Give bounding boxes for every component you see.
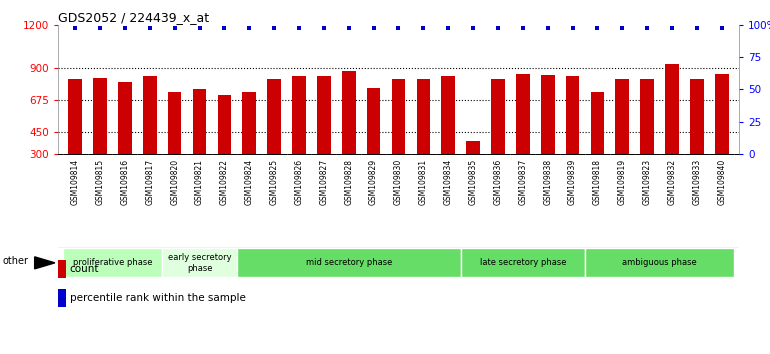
Text: GSM109831: GSM109831 bbox=[419, 159, 428, 205]
Text: GSM109817: GSM109817 bbox=[146, 159, 154, 205]
Bar bbox=[491, 79, 505, 197]
Bar bbox=[218, 95, 231, 197]
Bar bbox=[715, 74, 728, 197]
Text: GSM109822: GSM109822 bbox=[220, 159, 229, 205]
Bar bbox=[267, 79, 281, 197]
Bar bbox=[585, 249, 735, 277]
Text: GSM109826: GSM109826 bbox=[294, 159, 303, 205]
Bar bbox=[367, 88, 380, 197]
Bar bbox=[417, 79, 430, 197]
Bar bbox=[292, 76, 306, 197]
Bar bbox=[93, 78, 107, 197]
Text: GDS2052 / 224439_x_at: GDS2052 / 224439_x_at bbox=[58, 11, 209, 24]
Bar bbox=[392, 79, 405, 197]
Bar bbox=[441, 76, 455, 197]
Text: GSM109840: GSM109840 bbox=[718, 159, 726, 205]
Bar bbox=[118, 82, 132, 197]
Polygon shape bbox=[35, 257, 55, 269]
Text: GSM109830: GSM109830 bbox=[394, 159, 403, 205]
Text: GSM109816: GSM109816 bbox=[120, 159, 129, 205]
Bar bbox=[615, 79, 629, 197]
Bar bbox=[516, 74, 530, 197]
Text: GSM109834: GSM109834 bbox=[444, 159, 453, 205]
Text: proliferative phase: proliferative phase bbox=[72, 258, 152, 267]
Text: GSM109819: GSM109819 bbox=[618, 159, 627, 205]
Text: GSM109838: GSM109838 bbox=[543, 159, 552, 205]
Text: GSM109828: GSM109828 bbox=[344, 159, 353, 205]
Bar bbox=[237, 249, 460, 277]
Text: other: other bbox=[3, 256, 29, 266]
Bar bbox=[58, 261, 66, 278]
Bar bbox=[342, 71, 356, 197]
Text: GSM109827: GSM109827 bbox=[320, 159, 328, 205]
Text: GSM109832: GSM109832 bbox=[668, 159, 677, 205]
Bar bbox=[591, 92, 604, 197]
Bar bbox=[690, 79, 704, 197]
Text: GSM109818: GSM109818 bbox=[593, 159, 602, 205]
Bar bbox=[460, 249, 585, 277]
Text: GSM109824: GSM109824 bbox=[245, 159, 254, 205]
Bar bbox=[69, 79, 82, 197]
Text: mid secretory phase: mid secretory phase bbox=[306, 258, 392, 267]
Bar bbox=[62, 249, 162, 277]
Text: GSM109837: GSM109837 bbox=[518, 159, 527, 205]
Bar bbox=[641, 79, 654, 197]
Text: count: count bbox=[69, 264, 99, 274]
Bar bbox=[541, 75, 554, 197]
Text: GSM109814: GSM109814 bbox=[71, 159, 79, 205]
Bar bbox=[192, 89, 206, 197]
Text: GSM109820: GSM109820 bbox=[170, 159, 179, 205]
Bar bbox=[168, 92, 182, 197]
Text: GSM109821: GSM109821 bbox=[195, 159, 204, 205]
Text: GSM109823: GSM109823 bbox=[643, 159, 651, 205]
Bar bbox=[566, 76, 579, 197]
Text: percentile rank within the sample: percentile rank within the sample bbox=[69, 293, 246, 303]
Bar bbox=[665, 64, 679, 197]
Text: late secretory phase: late secretory phase bbox=[480, 258, 566, 267]
Text: GSM109829: GSM109829 bbox=[369, 159, 378, 205]
Bar bbox=[58, 289, 66, 307]
Bar bbox=[162, 249, 237, 277]
Text: ambiguous phase: ambiguous phase bbox=[622, 258, 697, 267]
Text: GSM109839: GSM109839 bbox=[568, 159, 577, 205]
Text: GSM109836: GSM109836 bbox=[494, 159, 503, 205]
Text: GSM109815: GSM109815 bbox=[95, 159, 105, 205]
Text: GSM109825: GSM109825 bbox=[270, 159, 279, 205]
Text: GSM109833: GSM109833 bbox=[692, 159, 701, 205]
Text: GSM109835: GSM109835 bbox=[469, 159, 477, 205]
Bar bbox=[243, 92, 256, 197]
Bar bbox=[317, 76, 330, 197]
Bar bbox=[143, 76, 156, 197]
Bar bbox=[467, 141, 480, 197]
Text: early secretory
phase: early secretory phase bbox=[168, 253, 231, 273]
